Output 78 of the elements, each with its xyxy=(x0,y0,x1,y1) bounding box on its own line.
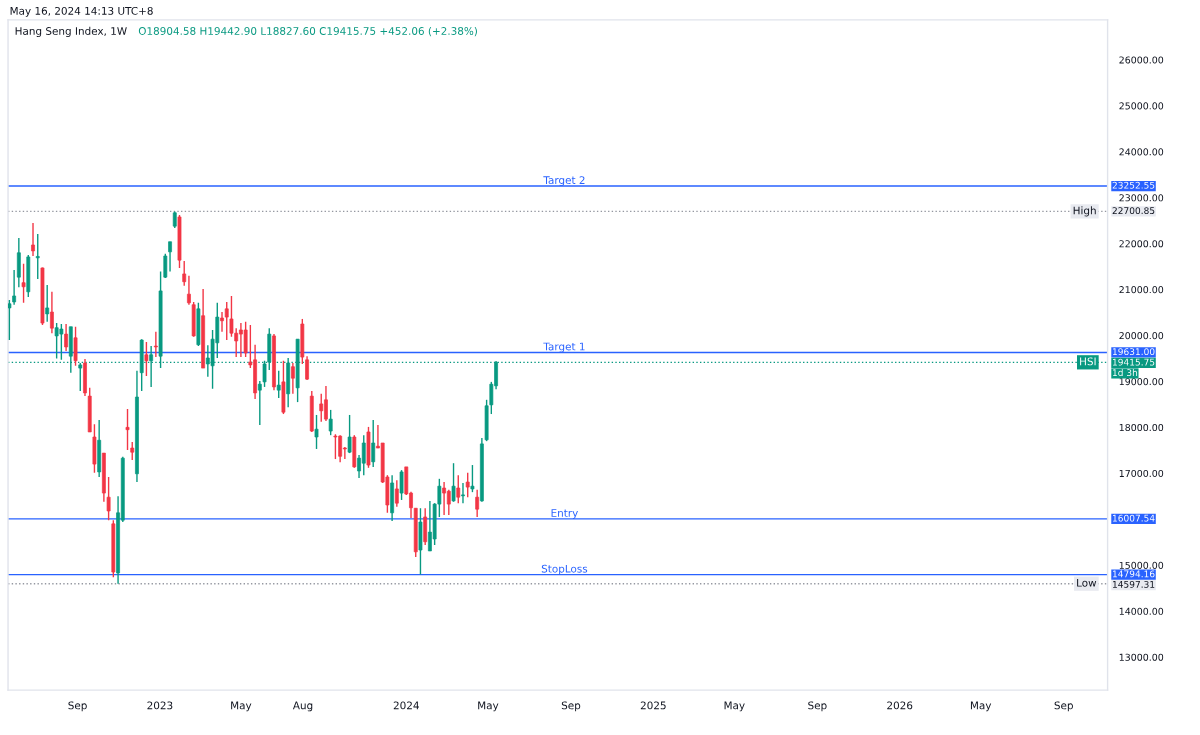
x-tick-label: May xyxy=(970,701,992,712)
text: 23252.55 xyxy=(1112,181,1155,189)
ref-line-label: StopLoss xyxy=(541,564,588,575)
text: 14597.31 xyxy=(1112,580,1155,588)
y-tick-label: 21000.00 xyxy=(1119,286,1164,294)
x-tick-label: May xyxy=(724,701,745,712)
candlestick xyxy=(314,414,319,450)
text: O18904.58 H19442.90 L18827.60 C19415.75 +452.06 (+2.38%) xyxy=(138,26,477,37)
candlestick xyxy=(125,408,130,451)
x-tick-label: 2023 xyxy=(147,701,173,710)
y-tick-label: 23000.00 xyxy=(1119,194,1164,202)
y-tick-label: 24000.00 xyxy=(1119,148,1164,156)
x-tick-label: May xyxy=(231,701,252,712)
ref-line-label: Entry xyxy=(551,509,578,519)
y-tick-label: 18000.00 xyxy=(1119,423,1164,432)
candlestick xyxy=(446,489,451,516)
candlestick xyxy=(347,414,352,454)
text: 1d 3h xyxy=(1112,369,1138,377)
y-tick-label: 25000.00 xyxy=(1119,102,1164,110)
text: 19415.75 xyxy=(1112,358,1155,366)
candlestick xyxy=(163,253,168,279)
candlestick xyxy=(371,419,376,468)
candlestick xyxy=(276,370,281,399)
y-tick-label: 15000.00 xyxy=(1119,561,1164,569)
candlestick xyxy=(319,393,324,423)
text: Hang Seng Index, 1W xyxy=(15,26,127,37)
candlestick xyxy=(64,323,68,352)
candlestick xyxy=(461,482,465,504)
candlestick xyxy=(106,476,111,521)
candlestick xyxy=(333,433,338,460)
ref-line-label: Target 2 xyxy=(543,176,585,187)
text: May 16, 2024 14:13 UTC+8 xyxy=(10,6,153,17)
candlestick xyxy=(35,233,40,280)
text: 16007.54 xyxy=(1112,514,1155,522)
candlestick xyxy=(475,489,480,518)
y-tick-label: 26000.00 xyxy=(1119,56,1164,64)
candlestick xyxy=(45,284,50,323)
y-tick-label: 17000.00 xyxy=(1119,469,1164,478)
candlestick xyxy=(465,472,470,498)
candlestick xyxy=(73,326,78,367)
y-tick-label: 14000.00 xyxy=(1119,607,1164,615)
x-tick-label: Sep xyxy=(808,701,827,712)
text: 22700.85 xyxy=(1112,207,1155,215)
y-tick-label: 22000.00 xyxy=(1119,240,1164,248)
x-tick-label: Sep xyxy=(68,701,87,712)
x-tick-label: Sep xyxy=(561,701,581,712)
x-tick-label: 2026 xyxy=(887,701,913,710)
candlestick xyxy=(21,263,26,304)
y-tick-label: 19000.00 xyxy=(1119,378,1164,386)
x-tick-label: May xyxy=(478,701,499,712)
candlestick xyxy=(456,474,461,504)
candlestick xyxy=(31,222,35,257)
candlestick xyxy=(182,260,187,287)
y-tick-label: 20000.00 xyxy=(1119,332,1164,340)
candlestick xyxy=(12,269,17,306)
candlestick xyxy=(399,469,404,501)
ref-line-label: Target 1 xyxy=(543,342,585,353)
x-tick-label: Sep xyxy=(1054,701,1073,712)
candlestick xyxy=(361,434,366,476)
candlestick xyxy=(290,362,295,395)
y-tick-label: 13000.00 xyxy=(1119,653,1164,661)
candlestick xyxy=(144,341,149,377)
ref-line-label: Low xyxy=(1077,578,1097,587)
ref-line-label: HSI xyxy=(1080,357,1096,366)
candlestick xyxy=(394,479,399,508)
candlestick xyxy=(243,321,248,358)
x-tick-label: Aug xyxy=(292,701,313,712)
candlestick xyxy=(451,462,456,503)
ref-line-label: High xyxy=(1073,206,1096,217)
candlestick xyxy=(470,464,475,493)
candlestick xyxy=(224,301,229,341)
text: 19631.00 xyxy=(1112,348,1155,356)
x-tick-label: 2024 xyxy=(393,701,419,710)
candlestick xyxy=(328,409,333,436)
x-tick-label: 2025 xyxy=(640,701,666,710)
text: 14794.16 xyxy=(1112,570,1155,578)
candlestick xyxy=(153,331,158,358)
candlestick xyxy=(50,291,54,334)
